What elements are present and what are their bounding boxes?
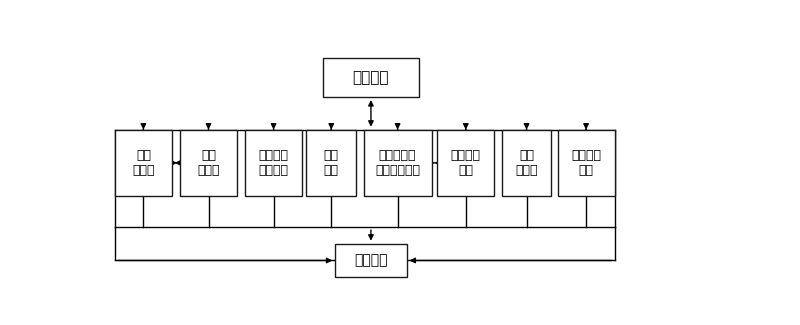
Text: 序列
时序图: 序列 时序图 (515, 149, 538, 177)
Bar (502, 130, 551, 196)
Text: 序列参数
维护单元: 序列参数 维护单元 (258, 149, 289, 177)
Bar (363, 130, 432, 196)
Text: 用户界面: 用户界面 (354, 254, 388, 267)
Bar (180, 130, 237, 196)
Bar (245, 130, 302, 196)
Text: 序列
编辑器: 序列 编辑器 (132, 149, 154, 177)
Text: 数据处理和
图像重建单元: 数据处理和 图像重建单元 (375, 149, 420, 177)
Text: 扫描
控制: 扫描 控制 (324, 149, 338, 177)
Bar (323, 58, 419, 97)
Text: 序列
编译器: 序列 编译器 (198, 149, 220, 177)
Text: 主控单元: 主控单元 (353, 70, 389, 85)
Text: 数据显示
单元: 数据显示 单元 (451, 149, 481, 177)
Bar (115, 130, 172, 196)
Bar (558, 130, 614, 196)
Bar (335, 243, 406, 277)
Text: 系统信息
维护: 系统信息 维护 (571, 149, 601, 177)
Bar (438, 130, 494, 196)
Bar (306, 130, 356, 196)
